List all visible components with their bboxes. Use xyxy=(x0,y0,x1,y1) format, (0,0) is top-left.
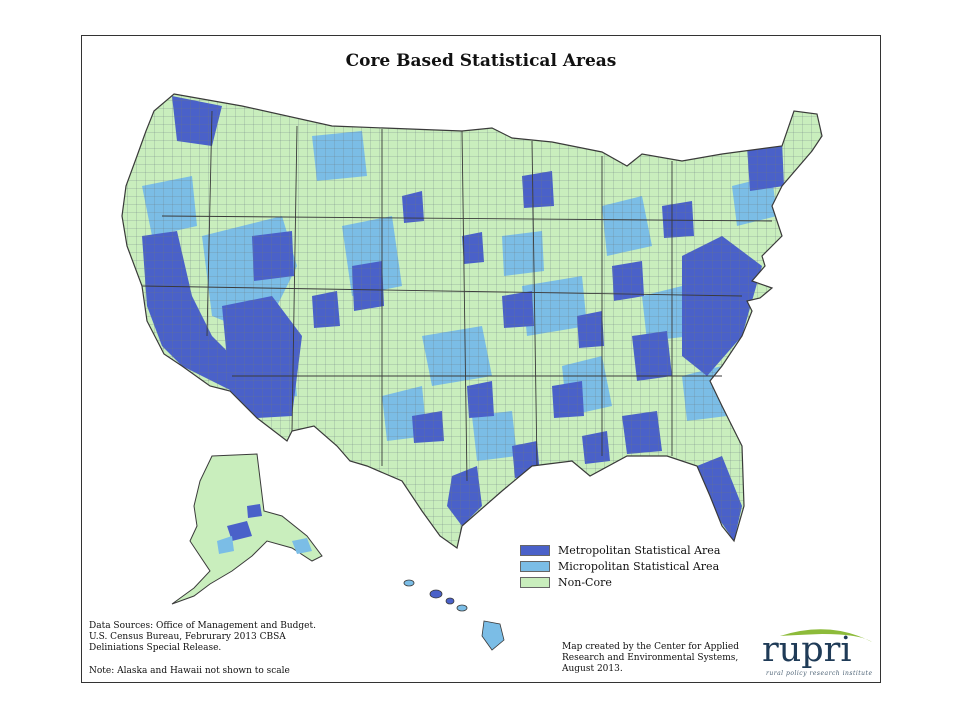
sources-line: Data Sources: Office of Management and B… xyxy=(89,621,316,631)
contiguous-us xyxy=(122,94,822,548)
alaska xyxy=(171,453,323,605)
legend-item-micropolitan: Micropolitan Statistical Area xyxy=(520,558,720,574)
logo-word: rupri xyxy=(762,630,852,670)
credit-line: Research and Environmental Systems, xyxy=(562,653,739,663)
rupri-logo: rupri rural policy research institute xyxy=(760,626,878,682)
legend-label-micropolitan: Micropolitan Statistical Area xyxy=(558,559,720,573)
map-legend: Metropolitan Statistical Area Micropolit… xyxy=(520,542,720,590)
swatch-metropolitan xyxy=(520,544,550,556)
data-sources: Data Sources: Office of Management and B… xyxy=(89,621,389,654)
swatch-noncore xyxy=(520,576,550,588)
legend-label-metropolitan: Metropolitan Statistical Area xyxy=(558,543,721,557)
cbsa-map xyxy=(121,93,823,651)
map-frame: Core Based Statistical Areas xyxy=(81,35,881,683)
legend-label-noncore: Non-Core xyxy=(558,575,612,589)
sources-line: U.S. Census Bureau, Februrary 2013 CBSA xyxy=(89,632,286,642)
logo-swoosh-icon xyxy=(780,629,872,642)
legend-item-metropolitan: Metropolitan Statistical Area xyxy=(520,542,720,558)
logo-tagline: rural policy research institute xyxy=(766,670,873,677)
credit-line: August 2013. xyxy=(562,664,623,674)
state-borders xyxy=(141,110,773,482)
sources-line: Deliniations Special Release. xyxy=(89,643,222,653)
credit-line: Map created by the Center for Applied xyxy=(562,642,740,652)
map-title: Core Based Statistical Areas xyxy=(345,51,617,71)
hawaii xyxy=(403,579,505,651)
map-credit: Map created by the Center for Applied Re… xyxy=(562,642,762,675)
scale-note: Note: Alaska and Hawaii not shown to sca… xyxy=(89,666,290,676)
legend-item-noncore: Non-Core xyxy=(520,574,720,590)
swatch-micropolitan xyxy=(520,560,550,572)
